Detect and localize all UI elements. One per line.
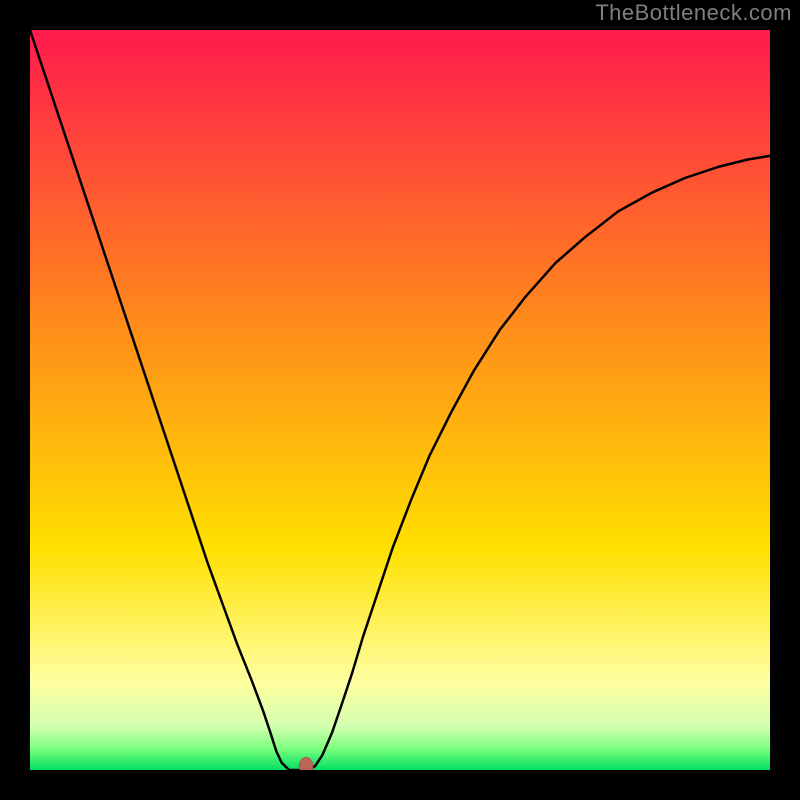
plot-area	[30, 30, 770, 770]
plot-svg	[30, 30, 770, 770]
chart-container: TheBottleneck.com	[0, 0, 800, 800]
watermark-text: TheBottleneck.com	[595, 0, 792, 26]
plot-background	[30, 30, 770, 770]
